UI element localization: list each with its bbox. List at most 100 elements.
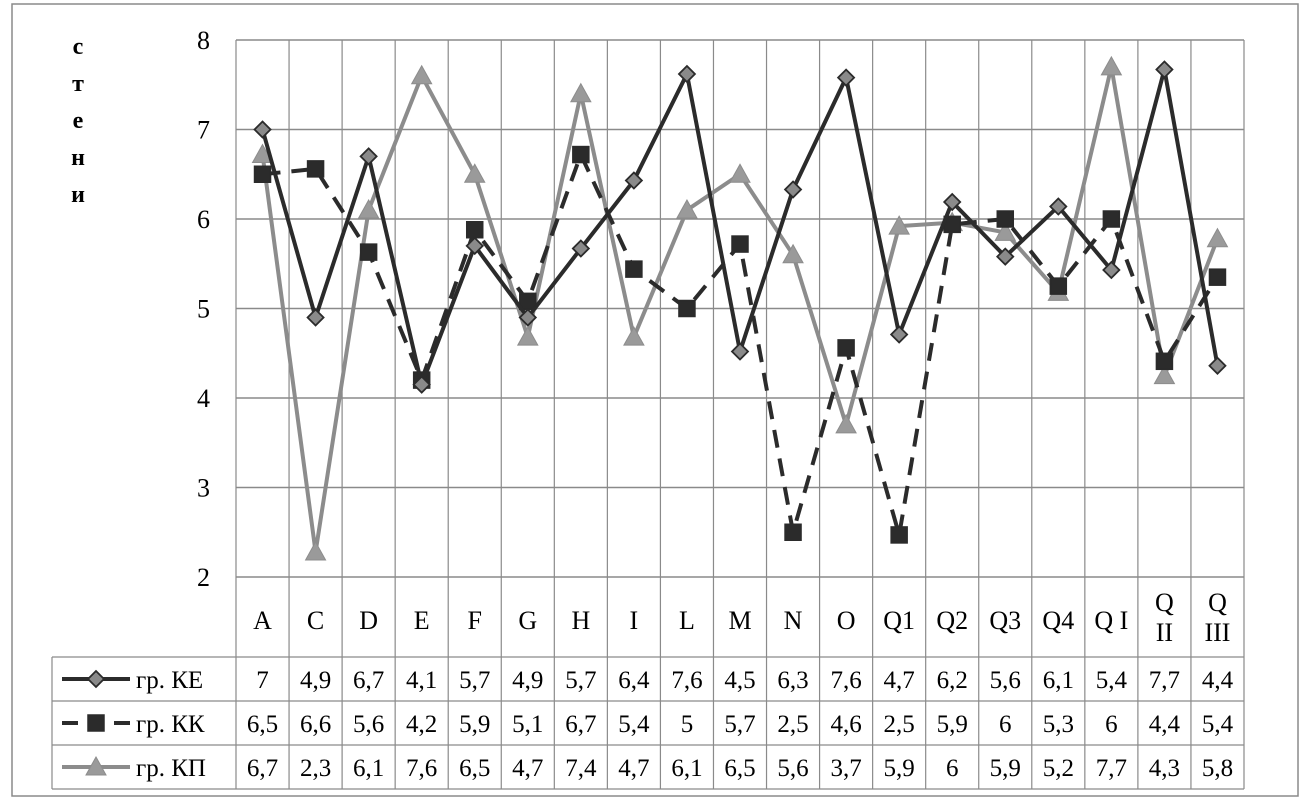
table-cell: 5 bbox=[681, 711, 694, 738]
x-category-label: L bbox=[679, 606, 695, 635]
legend-label: гр. КЕ bbox=[136, 667, 203, 694]
y-axis-label-letter: н bbox=[71, 145, 85, 171]
data-point bbox=[1049, 277, 1068, 295]
data-point bbox=[625, 260, 643, 278]
table-cell: 7,4 bbox=[565, 755, 597, 782]
data-point bbox=[1153, 364, 1176, 385]
data-point bbox=[572, 145, 590, 164]
table-cell: 5,7 bbox=[459, 667, 490, 694]
table-cell: 3,7 bbox=[830, 755, 861, 782]
data-point bbox=[465, 220, 484, 239]
table-cell: 4,4 bbox=[1149, 711, 1181, 738]
table-cell: 5,3 bbox=[1043, 711, 1074, 738]
table-cell: 2,5 bbox=[884, 711, 915, 738]
data-point bbox=[1102, 260, 1121, 280]
table-cell: 7,6 bbox=[671, 667, 702, 694]
table-cell: 2,5 bbox=[777, 711, 808, 738]
data-point bbox=[516, 326, 539, 346]
series-lines bbox=[251, 55, 1229, 561]
data-point bbox=[465, 236, 485, 256]
x-category-label: Q1 bbox=[883, 606, 915, 635]
table-cell: 4,7 bbox=[512, 755, 543, 782]
y-axis-label-letter: т bbox=[72, 71, 84, 97]
table-cell: 4,9 bbox=[512, 667, 543, 694]
table-cell: 2,3 bbox=[300, 755, 331, 782]
table-cell: 5,9 bbox=[459, 711, 490, 738]
data-point bbox=[784, 523, 802, 541]
data-point bbox=[518, 308, 538, 327]
table-cell: 4,7 bbox=[618, 755, 649, 782]
table-cell: 6,7 bbox=[247, 755, 278, 782]
legend-label: гр. КП bbox=[136, 755, 206, 782]
data-point bbox=[994, 221, 1017, 241]
table-cell: 6 bbox=[946, 755, 959, 782]
data-point bbox=[942, 192, 962, 212]
data-point bbox=[1100, 55, 1123, 76]
data-table: A C D E F G H I L M N O Q1 Q2 Q3 Q4 Q I Q II Q III гр. КЕ 7 4,9… bbox=[51, 577, 1245, 790]
data-point bbox=[995, 247, 1015, 266]
grid bbox=[235, 39, 1245, 578]
y-tick-label: 4 bbox=[197, 384, 210, 413]
x-category-label: A bbox=[253, 606, 272, 635]
data-point bbox=[1155, 60, 1174, 79]
table-cell: 5,4 bbox=[618, 711, 650, 738]
data-point bbox=[730, 342, 750, 361]
table-cell: 5,9 bbox=[884, 755, 915, 782]
table-cell: 5,6 bbox=[990, 667, 1021, 694]
data-point bbox=[783, 180, 803, 199]
table-cell: 6,1 bbox=[671, 755, 702, 782]
x-category-label: F bbox=[468, 606, 482, 635]
table-cell: 5,7 bbox=[565, 667, 596, 694]
table-cell: 5,2 bbox=[1043, 755, 1074, 782]
table-cell: 6,3 bbox=[777, 667, 808, 694]
table-cell: 4,1 bbox=[406, 667, 437, 694]
data-point bbox=[623, 326, 645, 346]
table-cell: 6,7 bbox=[353, 667, 384, 694]
data-point bbox=[359, 147, 378, 166]
data-point bbox=[729, 163, 751, 183]
table-cell: 4,6 bbox=[830, 711, 861, 738]
y-axis-label-letter: е bbox=[73, 108, 84, 134]
table-cell: 5,8 bbox=[1202, 755, 1233, 782]
table-cell: 6,5 bbox=[724, 755, 755, 782]
data-point bbox=[412, 375, 431, 394]
data-point bbox=[569, 82, 592, 103]
table-cell: 5,9 bbox=[990, 755, 1021, 782]
data-point bbox=[1208, 268, 1227, 286]
table-cell: 6,7 bbox=[565, 711, 596, 738]
y-tick-label: 5 bbox=[197, 295, 210, 324]
table-cell: 6,4 bbox=[618, 667, 650, 694]
data-point bbox=[357, 199, 380, 219]
table-cell: 7,7 bbox=[1096, 755, 1127, 782]
table-cell: 6,1 bbox=[353, 755, 384, 782]
x-category-label: Q II bbox=[1155, 588, 1174, 647]
data-point bbox=[678, 299, 696, 318]
data-point bbox=[1155, 352, 1174, 371]
x-category-label: Q4 bbox=[1042, 606, 1074, 635]
data-point bbox=[410, 64, 433, 85]
data-point bbox=[676, 199, 698, 219]
table-cell: 4,2 bbox=[406, 711, 437, 738]
table-cell: 7,7 bbox=[1149, 667, 1180, 694]
table-cell: 5,6 bbox=[353, 711, 384, 738]
x-category-label: Q III bbox=[1204, 588, 1230, 647]
table-cell: 4,5 bbox=[724, 667, 755, 694]
table-cell: 6,5 bbox=[247, 711, 278, 738]
table-cell: 6,1 bbox=[1043, 667, 1074, 694]
table-cell: 4,7 bbox=[884, 667, 915, 694]
x-category-label: E bbox=[414, 606, 430, 635]
table-cell: 4,3 bbox=[1149, 755, 1180, 782]
table-cell: 6,6 bbox=[300, 711, 331, 738]
y-axis-label-letter: и bbox=[71, 182, 85, 208]
data-point bbox=[1208, 356, 1227, 376]
x-category-label: O bbox=[837, 606, 856, 635]
data-point bbox=[304, 540, 327, 561]
data-point bbox=[359, 243, 378, 261]
data-point bbox=[835, 413, 857, 434]
table-cell: 6 bbox=[999, 711, 1012, 738]
data-point bbox=[677, 64, 697, 84]
x-category-label: N bbox=[784, 606, 803, 635]
table-cell: 7,6 bbox=[830, 667, 861, 694]
y-tick-label: 2 bbox=[197, 563, 210, 592]
